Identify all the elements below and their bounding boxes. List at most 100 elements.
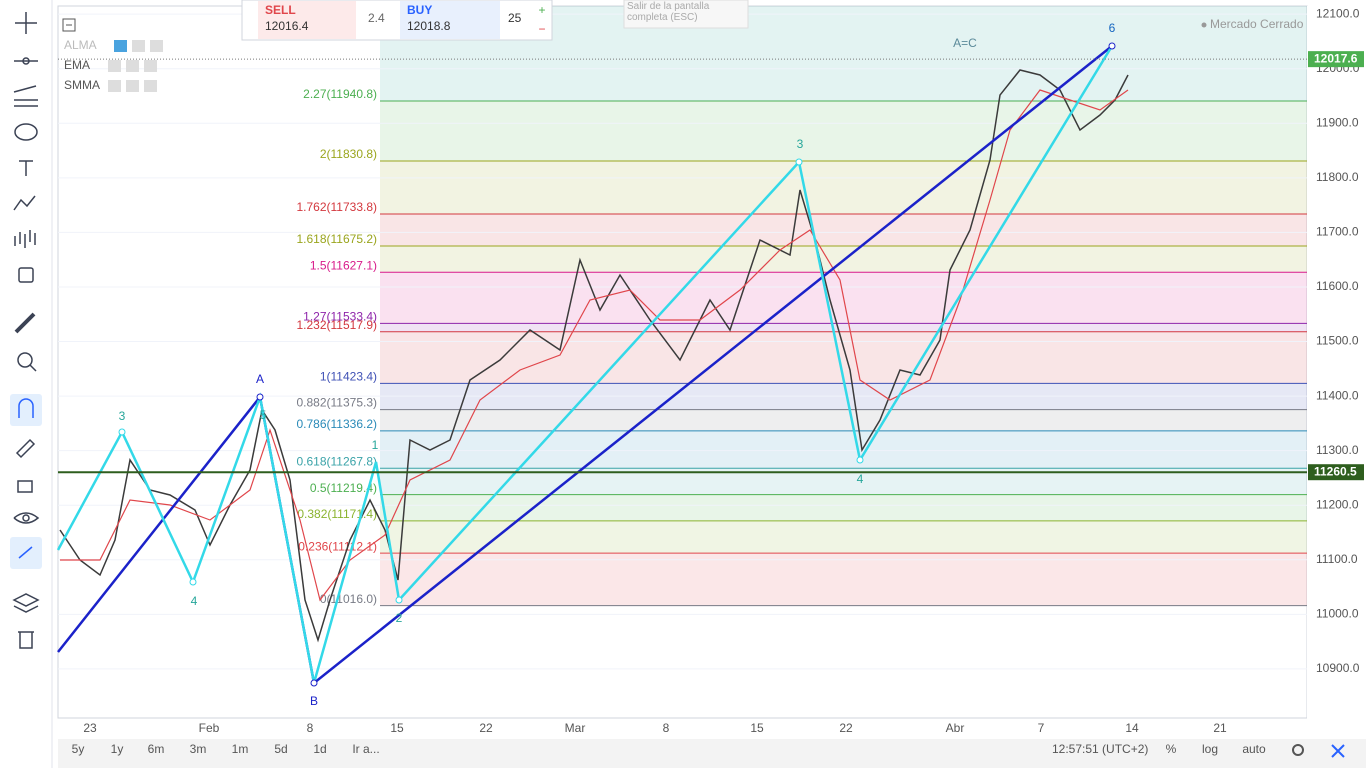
market-status: Mercado Cerrado bbox=[1210, 17, 1304, 31]
wave-label: 2 bbox=[396, 611, 403, 625]
fullscreen-button[interactable] bbox=[1331, 744, 1345, 758]
lock-tool[interactable] bbox=[17, 480, 33, 493]
date-label: 21 bbox=[1213, 721, 1227, 735]
fib-band bbox=[380, 430, 1307, 469]
zoom-tool[interactable] bbox=[17, 352, 33, 368]
bottom-bar bbox=[58, 739, 1366, 768]
scale-option[interactable]: auto bbox=[1242, 742, 1266, 756]
range-button[interactable]: 5y bbox=[72, 742, 85, 756]
date-label: Feb bbox=[199, 721, 220, 735]
pattern-tool[interactable] bbox=[13, 195, 36, 211]
qty-minus[interactable]: − bbox=[538, 22, 545, 36]
crosshair-tool[interactable] bbox=[15, 12, 37, 34]
layers-tool[interactable] bbox=[12, 593, 40, 613]
wave-label: 5 bbox=[260, 408, 267, 422]
range-button[interactable]: 5d bbox=[274, 742, 287, 756]
indicator-button[interactable] bbox=[126, 60, 139, 72]
date-label: 14 bbox=[1125, 721, 1139, 735]
trash-tool[interactable] bbox=[18, 631, 34, 649]
pitchfork-tool[interactable] bbox=[13, 85, 38, 107]
price-tick-label: 11400.0 bbox=[1316, 388, 1359, 402]
wave-label: 3 bbox=[119, 409, 126, 423]
hide-tool[interactable] bbox=[13, 512, 40, 524]
collapse-button[interactable] bbox=[62, 18, 76, 32]
fullscreen-hint-box: Salir de la pantalla completa (ESC) bbox=[627, 1, 710, 23]
scale-option[interactable]: log bbox=[1202, 742, 1218, 756]
qty-plus[interactable]: + bbox=[538, 3, 545, 17]
date-label: 8 bbox=[663, 721, 670, 735]
range-button[interactable]: 1m bbox=[232, 742, 249, 756]
range-button[interactable]: 3m bbox=[190, 742, 207, 756]
wave-label: 4 bbox=[191, 594, 198, 608]
indicator-button[interactable] bbox=[132, 40, 145, 52]
scale-option[interactable]: % bbox=[1166, 742, 1177, 756]
price-tick-label: 11900.0 bbox=[1316, 115, 1359, 129]
indicator-button[interactable] bbox=[144, 60, 157, 72]
price-axis bbox=[1307, 6, 1366, 738]
sell-button[interactable] bbox=[258, 1, 356, 39]
spread: 2.4 bbox=[368, 11, 385, 25]
link-tool[interactable] bbox=[18, 546, 33, 559]
prediction-tool[interactable] bbox=[14, 230, 36, 248]
range-button[interactable]: 6m bbox=[148, 742, 165, 756]
indicator-button[interactable] bbox=[144, 80, 157, 92]
price-tick-label: 10900.0 bbox=[1316, 661, 1360, 675]
fib-label: 2(11830.8) bbox=[320, 147, 377, 161]
ema-line bbox=[60, 89, 1129, 602]
icon-tool[interactable] bbox=[18, 267, 34, 283]
date-label: 7 bbox=[1038, 721, 1045, 735]
zoom-handle bbox=[29, 364, 37, 372]
range-button[interactable]: 1y bbox=[111, 742, 124, 756]
buy-price: 12018.8 bbox=[407, 19, 451, 33]
price-axis-labels: 12100.012000.011900.011800.011700.011600… bbox=[58, 6, 1364, 675]
date-label: 22 bbox=[479, 721, 493, 735]
line-price-label: 11260.5 bbox=[1314, 464, 1357, 478]
magnet-tool[interactable] bbox=[18, 398, 34, 418]
fib-band bbox=[380, 323, 1307, 332]
indicator-name[interactable]: EMA bbox=[64, 58, 90, 72]
indicator-button[interactable] bbox=[108, 60, 121, 72]
wave-label: A bbox=[256, 372, 264, 386]
impulse-wave bbox=[56, 45, 1114, 684]
indicator-button[interactable] bbox=[114, 40, 127, 52]
stay-drawing-tool[interactable] bbox=[15, 438, 36, 459]
indicator-button[interactable] bbox=[108, 80, 121, 92]
buy-button[interactable] bbox=[400, 1, 500, 39]
indicator-button[interactable] bbox=[150, 40, 163, 52]
range-button[interactable]: Ir a... bbox=[352, 742, 379, 756]
fib-band bbox=[380, 213, 1307, 246]
indicator-name[interactable]: SMMA bbox=[64, 78, 100, 92]
shape-tool[interactable] bbox=[14, 123, 38, 141]
sell-label: SELL bbox=[265, 3, 296, 17]
magnet-bg bbox=[10, 394, 42, 426]
price-tick-label: 11800.0 bbox=[1316, 170, 1359, 184]
wave-label: 1 bbox=[372, 438, 379, 452]
indicator-name[interactable]: ALMA bbox=[64, 38, 97, 52]
tool-icons[interactable] bbox=[10, 12, 42, 649]
fib-label: 1.232(11517.9) bbox=[296, 318, 377, 332]
range-button[interactable]: 1d bbox=[313, 742, 326, 756]
fullscreen-hint: Salir de la pantalla completa (ESC) bbox=[627, 1, 710, 23]
fib-band bbox=[380, 101, 1307, 162]
fib-label: 0.618(11267.8) bbox=[296, 454, 377, 468]
wave-label: 6 bbox=[1109, 21, 1116, 35]
date-label: 23 bbox=[83, 721, 97, 735]
text-tool[interactable] bbox=[19, 160, 33, 176]
price-tick-label: 11000.0 bbox=[1316, 607, 1359, 621]
fib-label: 1.762(11733.8) bbox=[296, 200, 377, 214]
price-line bbox=[59, 69, 1129, 643]
wave-label: A=C bbox=[953, 36, 977, 50]
fib-label: 1(11423.4) bbox=[320, 370, 377, 384]
fib-band bbox=[380, 494, 1307, 521]
wave-label: 3 bbox=[797, 137, 804, 151]
date-label: Mar bbox=[565, 721, 586, 735]
fib-retracement: 0(11016.0) 0.236(11112.1) 0.382(11171.4) 0.… bbox=[296, 6, 1307, 607]
date-axis: 23 Feb 8 15 22 Mar 8 15 22 Abr 7 14 21 bbox=[83, 721, 1227, 735]
line-tool-dot bbox=[22, 57, 30, 65]
date-label: 22 bbox=[839, 721, 853, 735]
measure-tool[interactable] bbox=[14, 312, 36, 334]
date-label: Abr bbox=[946, 721, 965, 735]
settings-button[interactable] bbox=[1292, 744, 1304, 756]
indicator-button[interactable] bbox=[126, 80, 139, 92]
fib-label: 0.382(11171.4) bbox=[297, 507, 377, 521]
